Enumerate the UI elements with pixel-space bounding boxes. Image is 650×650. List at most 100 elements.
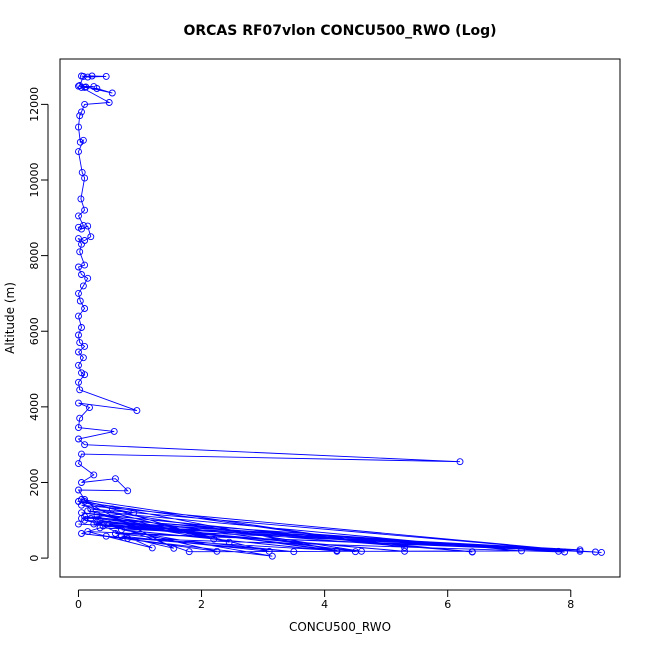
data-point xyxy=(576,547,584,555)
data-point xyxy=(90,520,98,528)
x-tick-label: 4 xyxy=(321,598,328,611)
data-point xyxy=(518,547,525,555)
x-tick-label: 6 xyxy=(444,598,451,611)
plot-frame xyxy=(59,58,621,578)
data-point xyxy=(87,505,95,513)
data-point xyxy=(265,547,273,555)
data-point xyxy=(81,261,89,269)
data-point xyxy=(591,548,599,556)
data-point xyxy=(96,516,104,524)
data-point xyxy=(75,235,82,243)
data-point xyxy=(110,427,118,435)
data-point xyxy=(81,441,89,449)
data-point xyxy=(76,112,84,120)
y-tick-label: 8000 xyxy=(28,242,41,270)
data-point xyxy=(130,509,138,517)
data-point xyxy=(79,282,87,290)
data-point xyxy=(108,505,116,513)
x-tick-label: 2 xyxy=(198,598,205,611)
x-tick-label: 8 xyxy=(567,598,574,611)
data-point xyxy=(78,509,85,517)
data-point xyxy=(78,168,86,176)
chart-title: ORCAS RF07vlon CONCU500_RWO (Log) xyxy=(183,23,496,39)
data-point xyxy=(79,354,87,362)
data-point xyxy=(401,547,409,555)
data-point xyxy=(185,548,193,556)
data-point xyxy=(75,148,82,156)
data-point xyxy=(76,297,84,305)
data-point xyxy=(78,271,85,278)
data-point xyxy=(75,123,82,131)
data-point xyxy=(210,535,218,543)
data-point xyxy=(81,100,89,108)
data-point xyxy=(76,248,84,256)
data-point xyxy=(102,532,110,540)
x-axis-label: CONCU500_RWO xyxy=(289,620,391,634)
data-point xyxy=(78,83,85,91)
data-point xyxy=(84,222,92,230)
y-tick-label: 6000 xyxy=(28,317,41,345)
data-point xyxy=(81,496,89,503)
data-point xyxy=(78,225,85,233)
data-point xyxy=(468,548,476,556)
y-tick-label: 4000 xyxy=(28,393,41,421)
data-point xyxy=(75,497,82,505)
data-point xyxy=(75,82,82,90)
data-point xyxy=(93,511,101,519)
data-point xyxy=(84,73,92,81)
series-layer xyxy=(75,72,605,560)
data-point xyxy=(86,404,93,412)
x-axis: 0 2 4 6 8 xyxy=(75,589,574,611)
data-point xyxy=(111,530,119,537)
data-point xyxy=(75,331,82,339)
data-point xyxy=(87,233,95,241)
data-point xyxy=(333,547,341,554)
data-point xyxy=(77,195,85,203)
data-point xyxy=(75,348,82,356)
data-point xyxy=(78,479,85,486)
y-tick-label: 12000 xyxy=(28,87,41,122)
data-point xyxy=(102,72,110,80)
data-point xyxy=(79,72,87,80)
data-point xyxy=(108,89,116,97)
data-point xyxy=(268,552,276,560)
data-point xyxy=(81,516,89,524)
data-point xyxy=(81,174,89,182)
data-point xyxy=(78,450,85,458)
data-point xyxy=(84,274,92,282)
data-point xyxy=(81,342,89,350)
data-point xyxy=(225,538,233,546)
data-point xyxy=(358,547,365,555)
data-point xyxy=(75,361,82,369)
data-point xyxy=(111,475,119,483)
data-point xyxy=(105,99,113,106)
data-point xyxy=(75,435,82,443)
data-point xyxy=(75,486,82,494)
data-point xyxy=(84,528,92,536)
data-point xyxy=(78,530,85,537)
data-point xyxy=(75,399,82,407)
data-point xyxy=(148,544,156,552)
data-point xyxy=(290,548,298,556)
x-tick-label: 0 xyxy=(75,598,82,611)
data-point xyxy=(76,386,84,394)
data-point xyxy=(456,458,464,466)
data-point xyxy=(81,305,89,312)
data-point xyxy=(78,108,85,116)
series-line xyxy=(76,75,602,557)
data-point xyxy=(76,414,84,422)
data-point xyxy=(81,371,89,379)
y-axis-label: Altitude (m) xyxy=(3,282,17,354)
data-point xyxy=(75,460,82,468)
data-point xyxy=(213,547,221,555)
data-point xyxy=(401,544,409,551)
data-point xyxy=(88,72,96,80)
data-point xyxy=(118,526,125,534)
data-point xyxy=(79,221,87,229)
data-point xyxy=(79,136,87,144)
data-point xyxy=(87,514,95,522)
data-point xyxy=(75,263,82,271)
data-point xyxy=(99,522,107,530)
data-point xyxy=(170,544,178,552)
